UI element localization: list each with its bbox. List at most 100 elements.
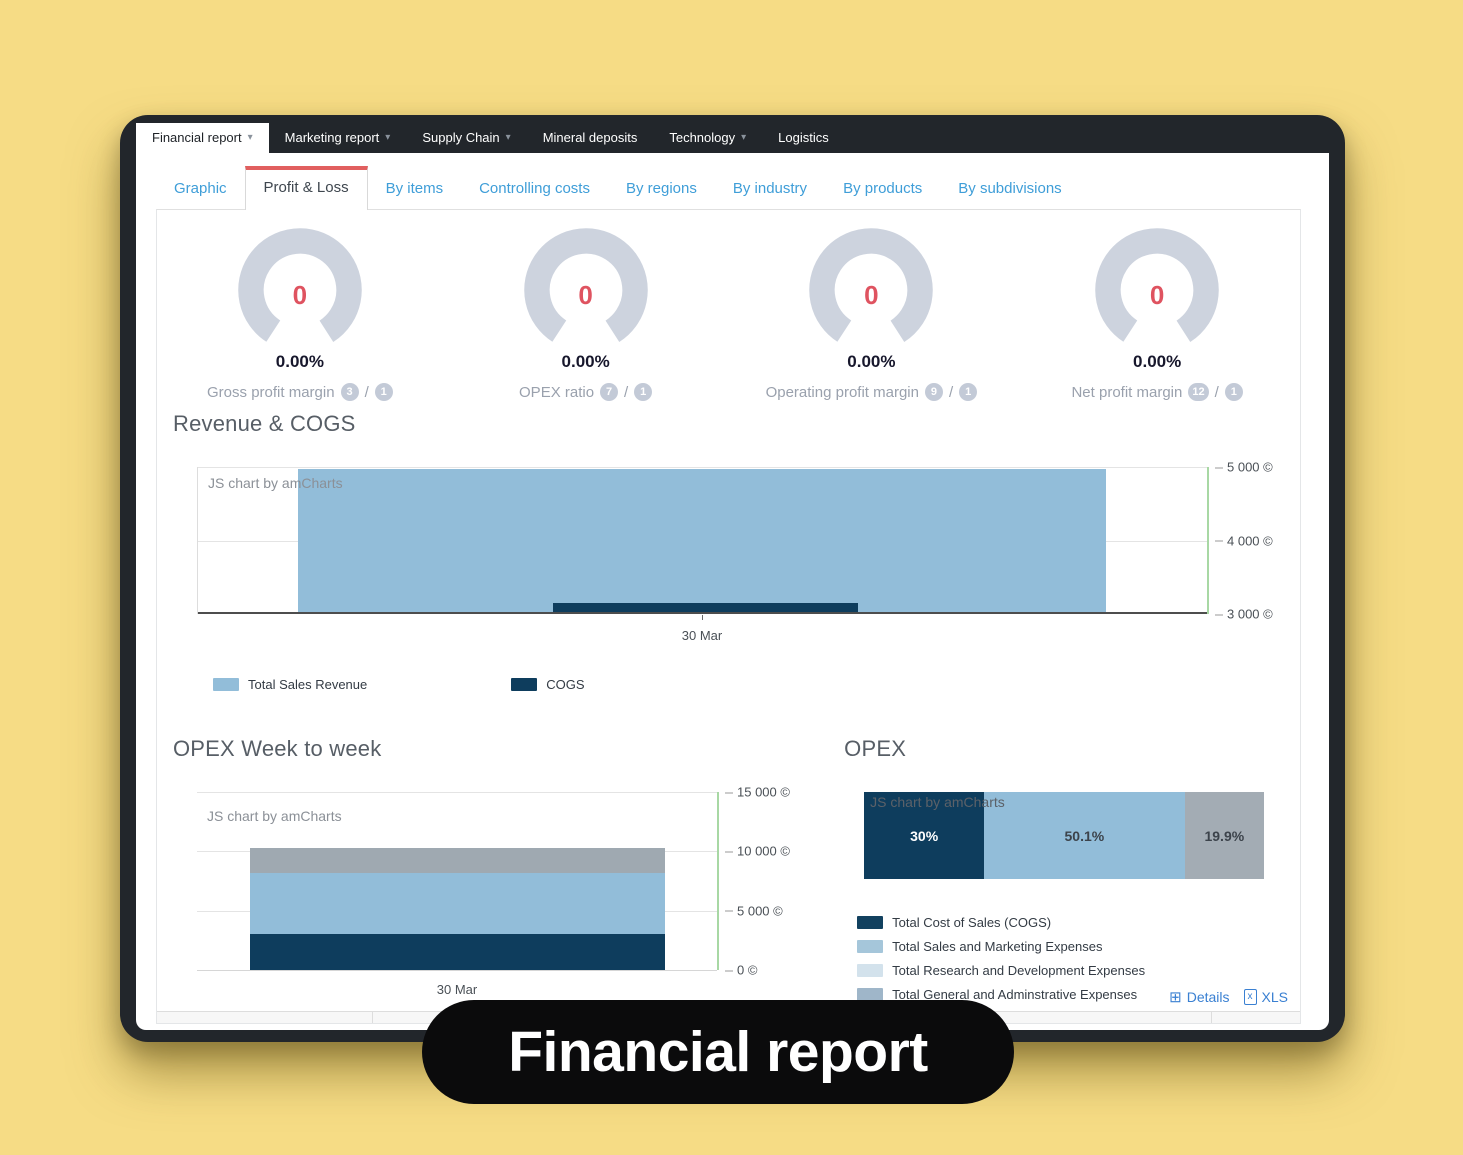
export-links: ⊞ Details x XLS: [1169, 989, 1288, 1005]
gauge-arc: 0: [803, 224, 939, 352]
profit-loss-panel: 0 0.00% Gross profit margin 3 / 1: [156, 209, 1301, 1024]
revenue-bar[interactable]: [298, 468, 1106, 612]
legend-item-cogs[interactable]: Total Cost of Sales (COGS): [857, 915, 1300, 930]
gauge-label: Net profit margin: [1071, 383, 1183, 401]
legend-item-cogs[interactable]: COGS: [511, 677, 585, 692]
opex-wtw-chart: JS chart by amCharts 15 000 © 10 000 © 5…: [197, 785, 790, 978]
gauge-ring-icon: [809, 228, 934, 352]
opex-segment[interactable]: 50.1%: [984, 792, 1185, 879]
gridline: [198, 467, 1207, 468]
menu-item-label: Logistics: [778, 130, 829, 145]
table-column-divider: [372, 1012, 373, 1023]
x-axis-line: [198, 612, 1207, 614]
gauge-percent: 0.00%: [275, 352, 324, 371]
kpi-gauges-row: 0 0.00% Gross profit margin 3 / 1: [157, 210, 1300, 401]
wtw-segment[interactable]: [250, 873, 665, 935]
xls-link[interactable]: x XLS: [1243, 989, 1288, 1005]
legend-label: COGS: [546, 677, 585, 692]
gauge-value: 0: [578, 280, 593, 310]
opex-100pct-bar: 30% 50.1% 19.9%: [864, 792, 1265, 879]
caption-text: Financial report: [508, 1020, 928, 1084]
menu-item-technology[interactable]: Technology ▾: [653, 123, 762, 153]
menu-item-financial-report[interactable]: Financial report ▾: [136, 123, 269, 153]
tab-by-regions[interactable]: By regions: [625, 180, 697, 197]
legend-item-total-sales-revenue[interactable]: Total Sales Revenue: [213, 677, 367, 692]
opex-breakdown-chart: JS chart by amCharts 30% 50.1% 19.9%: [864, 792, 1265, 879]
opex-segment[interactable]: 30%: [864, 792, 985, 879]
legend-label: Total General and Adminstrative Expenses: [892, 987, 1138, 1002]
legend-label: Total Sales Revenue: [248, 677, 368, 692]
menu-item-label: Marketing report: [284, 130, 380, 145]
legend-label: Total Cost of Sales (COGS): [892, 915, 1052, 930]
xls-link-label: XLS: [1261, 989, 1288, 1005]
legend-label: Total Sales and Marketing Expenses: [892, 939, 1103, 954]
cogs-bar[interactable]: [553, 603, 858, 612]
gauge-ring-icon: [1095, 228, 1219, 352]
gauge-percent: 0.00%: [1133, 352, 1182, 371]
tab-controlling-costs[interactable]: Controlling costs: [479, 180, 590, 197]
wtw-segment[interactable]: [250, 934, 665, 970]
count-badge: 1: [374, 383, 393, 401]
tab-by-items[interactable]: By items: [385, 180, 444, 197]
menu-item-marketing-report[interactable]: Marketing report ▾: [269, 123, 407, 153]
legend-swatch: [857, 988, 884, 1001]
tab-by-industry[interactable]: By industry: [732, 180, 808, 197]
legend-item-general-administrative[interactable]: Total General and Adminstrative Expenses: [857, 987, 1300, 1002]
stacked-bar: [250, 847, 665, 970]
menu-item-label: Mineral deposits: [542, 130, 638, 145]
count-badge: 1: [1224, 383, 1243, 401]
screenshot-caption-pill: Financial report: [422, 1000, 1014, 1104]
segment-percent-label: 19.9%: [1204, 827, 1245, 844]
app-window: Financial report ▾ Marketing report ▾ Su…: [120, 115, 1345, 1042]
xls-file-icon: x: [1243, 989, 1257, 1005]
legend-swatch: [511, 678, 538, 691]
gauge-value: 0: [1149, 280, 1165, 310]
y-tick-label: 15 000 ©: [723, 785, 813, 800]
opex-segment[interactable]: 19.9%: [1184, 792, 1265, 879]
tab-profit-and-loss[interactable]: Profit & Loss: [244, 166, 368, 210]
x-axis-label: 30 Mar: [681, 628, 723, 643]
legend-item-sales-marketing[interactable]: Total Sales and Marketing Expenses: [857, 939, 1300, 954]
opex-section: OPEX JS chart by amCharts 30% 50.1% 19.9…: [844, 736, 1300, 1002]
chevron-down-icon: ▾: [505, 132, 511, 143]
badge-separator: /: [1214, 383, 1219, 401]
y-tick-label: 5 000 ©: [723, 903, 813, 918]
value-axis-line: [717, 792, 719, 970]
y-tick-label: 3 000 ©: [1213, 607, 1300, 622]
tab-graphic[interactable]: Graphic: [174, 180, 227, 197]
lower-charts-row: OPEX Week to week JS chart by amCharts 1…: [157, 736, 1300, 1002]
report-tab-bar: Graphic Profit & Loss By items Controlli…: [156, 166, 1301, 210]
details-link[interactable]: ⊞ Details: [1169, 989, 1229, 1005]
tab-by-products[interactable]: By products: [843, 180, 923, 197]
x-axis-label: 30 Mar: [436, 982, 478, 997]
count-badge: 3: [340, 383, 359, 401]
amcharts-watermark: JS chart by amCharts: [208, 475, 343, 491]
wtw-segment[interactable]: [250, 847, 665, 874]
gauge-ring-icon: [238, 228, 362, 352]
menu-item-supply-chain[interactable]: Supply Chain ▾: [406, 123, 526, 153]
badge-separator: /: [624, 383, 629, 401]
gauge-value: 0: [292, 280, 308, 310]
y-tick-label: 4 000 ©: [1213, 533, 1300, 548]
menu-item-logistics[interactable]: Logistics: [762, 123, 845, 153]
legend-swatch: [857, 916, 884, 929]
gauge-percent: 0.00%: [561, 352, 610, 371]
menu-item-mineral-deposits[interactable]: Mineral deposits: [527, 123, 654, 153]
legend-item-research-development[interactable]: Total Research and Development Expenses: [857, 963, 1300, 978]
section-title-opex: OPEX: [844, 736, 907, 761]
amcharts-watermark: JS chart by amCharts: [207, 808, 342, 824]
gauge-label: Gross profit margin: [207, 383, 335, 401]
gridline: [197, 970, 717, 971]
count-badge: 7: [600, 383, 619, 401]
count-badge: 9: [924, 383, 943, 401]
gauge-ring-icon: [523, 228, 648, 352]
value-axis-line: [1207, 467, 1209, 614]
gauge-net-profit-margin: 0 0.00% Net profit margin 12 / 1: [1014, 224, 1300, 401]
tab-by-subdivisions[interactable]: By subdivisions: [958, 180, 1062, 197]
section-title-opex-wtw: OPEX Week to week: [173, 736, 382, 761]
x-tick-mark: [702, 615, 703, 620]
legend-swatch: [857, 940, 884, 953]
gridline: [197, 792, 717, 793]
chevron-down-icon: ▾: [741, 132, 747, 143]
count-badge: 1: [959, 383, 978, 401]
